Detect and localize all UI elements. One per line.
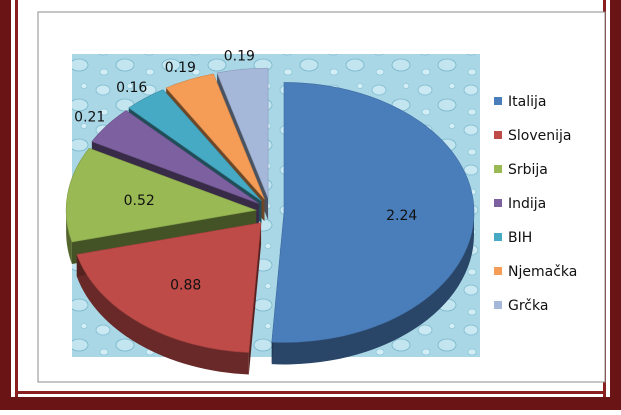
- slice-wall: [66, 210, 72, 265]
- slice-top: [271, 82, 475, 343]
- outer-frame-right: [610, 0, 621, 410]
- legend-label-srbija: Srbija: [508, 162, 548, 178]
- legend-swatch-italija: [494, 97, 502, 105]
- legend-label-indija: Indija: [508, 196, 546, 212]
- slice-wall: [76, 254, 249, 375]
- slice-top: [216, 67, 269, 199]
- value-label-italija: 2.24: [386, 208, 417, 224]
- legend-label-slovenija: Slovenija: [508, 128, 571, 144]
- value-label-indija: 0.21: [74, 110, 105, 126]
- slice-top: [76, 222, 262, 353]
- slice-wall: [271, 212, 474, 365]
- slice-top: [128, 89, 262, 202]
- legend-swatch-gr-ka: [494, 301, 502, 309]
- slice-top: [65, 147, 258, 243]
- legend-swatch-njema-ka: [494, 267, 502, 275]
- outer-frame-bottom: [0, 397, 621, 410]
- slice-side: [248, 222, 262, 375]
- value-label-njema-ka: 0.19: [165, 60, 196, 76]
- value-label-gr-ka: 0.19: [224, 48, 255, 64]
- inner-frame-left: [15, 0, 18, 397]
- legend-swatch-indija: [494, 199, 502, 207]
- value-label-slovenija: 0.88: [170, 278, 201, 294]
- value-label-srbija: 0.52: [124, 193, 155, 209]
- legend-label-njema-ka: Njemačka: [508, 264, 577, 280]
- legend-swatch-slovenija: [494, 131, 502, 139]
- pie-slices: [65, 67, 475, 375]
- legend-label-bih: BIH: [508, 230, 532, 246]
- legend-label-italija: Italija: [508, 94, 546, 110]
- legend-label-gr-ka: Grčka: [508, 298, 548, 314]
- pie-slice-slovenija: [76, 222, 262, 375]
- slice-top: [91, 110, 260, 204]
- legend-swatch-bih: [494, 233, 502, 241]
- outer-frame-left: [0, 0, 11, 410]
- legend: Italija Slovenija Srbija Indija BIH Njemačka G…: [494, 94, 577, 314]
- legend-swatch-srbija: [494, 165, 502, 173]
- pie-slice-italija: [271, 82, 475, 365]
- slice-top: [165, 73, 265, 200]
- value-label-bih: 0.16: [116, 80, 147, 96]
- inner-frame-bottom: [15, 391, 606, 394]
- pie-value-labels: 2.24 0.88 0.52 0.21 0.16 0.19 0.19: [74, 48, 417, 293]
